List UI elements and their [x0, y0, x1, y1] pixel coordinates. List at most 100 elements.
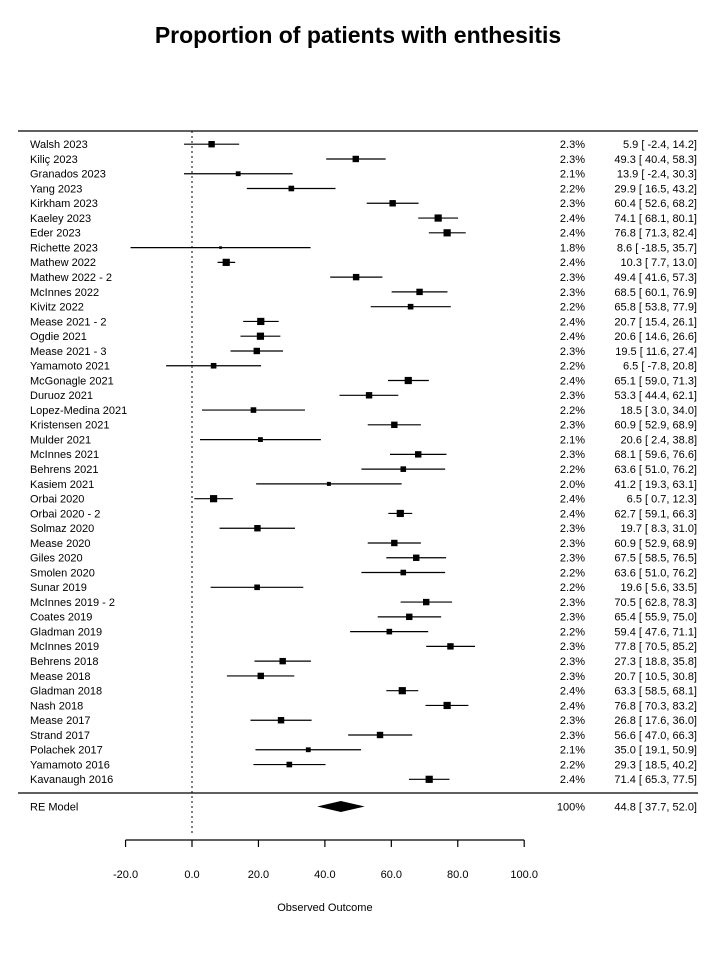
study-estimate-ci: 60.4 [ 52.6, 68.2]	[614, 198, 697, 210]
point-estimate-square	[416, 288, 423, 296]
study-estimate-ci: 65.8 [ 53.8, 77.9]	[614, 302, 697, 314]
point-estimate-square	[352, 273, 360, 281]
study-estimate-ci: 60.9 [ 52.9, 68.9]	[614, 420, 697, 432]
study-weight: 2.0%	[560, 479, 585, 491]
point-estimate-square	[396, 509, 404, 518]
study-estimate-ci: 53.3 [ 44.4, 62.1]	[614, 390, 697, 402]
study-weight: 2.3%	[560, 730, 585, 742]
point-estimate-square	[326, 481, 331, 486]
study-weight: 2.4%	[560, 257, 585, 269]
study-estimate-ci: 27.3 [ 18.8, 35.8]	[614, 656, 697, 668]
study-label: Kiliç 2023	[30, 154, 78, 166]
study-label: Richette 2023	[30, 242, 98, 254]
study-label: Ogdie 2021	[30, 331, 87, 343]
study-row: Smolen 2020 2.2% 63.6 [ 51.0, 76.2]	[30, 567, 697, 579]
study-row: Kiliç 2023 2.3% 49.3 [ 40.4, 58.3]	[30, 154, 697, 166]
study-estimate-ci: 70.5 [ 62.8, 78.3]	[614, 597, 697, 609]
point-estimate-square	[286, 761, 293, 768]
study-weight: 2.1%	[560, 745, 585, 757]
x-axis-tick-label: 60.0	[381, 869, 402, 881]
study-label: Mulder 2021	[30, 434, 91, 446]
point-estimate-square	[407, 303, 414, 310]
summary-weight: 100%	[557, 801, 585, 813]
point-estimate-square	[210, 362, 217, 369]
study-label: McInnes 2019 - 2	[30, 597, 115, 609]
study-label: Orbai 2020 - 2	[30, 508, 100, 520]
point-estimate-square	[253, 347, 260, 355]
study-estimate-ci: 49.4 [ 41.6, 57.3]	[614, 272, 697, 284]
study-row: Richette 2023 1.8% 8.6 [ -18.5, 35.7]	[30, 242, 697, 254]
study-row: Giles 2020 2.3% 67.5 [ 58.5, 76.5]	[30, 553, 697, 565]
study-weight: 2.3%	[560, 641, 585, 653]
study-weight: 2.2%	[560, 626, 585, 638]
study-weight: 1.8%	[560, 242, 585, 254]
study-row: Nash 2018 2.4% 76.8 [ 70.3, 83.2]	[30, 700, 697, 712]
study-weight: 2.4%	[560, 213, 585, 225]
study-estimate-ci: 65.1 [ 59.0, 71.3]	[614, 375, 697, 387]
study-row: Lopez-Medina 2021 2.2% 18.5 [ 3.0, 34.0]	[30, 405, 697, 417]
study-estimate-ci: 18.5 [ 3.0, 34.0]	[621, 405, 697, 417]
study-row: Solmaz 2020 2.3% 19.7 [ 8.3, 31.0]	[30, 523, 697, 535]
study-estimate-ci: 20.7 [ 15.4, 26.1]	[614, 316, 697, 328]
study-estimate-ci: 5.9 [ -2.4, 14.2]	[623, 139, 697, 151]
study-label: Sunar 2019	[30, 582, 87, 594]
point-estimate-square	[386, 628, 393, 635]
study-weight: 2.2%	[560, 464, 585, 476]
study-label: Strand 2017	[30, 730, 90, 742]
study-label: Mease 2017	[30, 715, 91, 727]
point-estimate-square	[425, 775, 433, 783]
study-estimate-ci: 49.3 [ 40.4, 58.3]	[614, 154, 697, 166]
study-label: McGonagle 2021	[30, 375, 114, 387]
study-label: Kasiem 2021	[30, 479, 94, 491]
study-weight: 2.3%	[560, 139, 585, 151]
study-weight: 2.4%	[560, 494, 585, 506]
study-row: Duruoz 2021 2.3% 53.3 [ 44.4, 62.1]	[30, 390, 697, 402]
point-estimate-square	[288, 185, 295, 192]
study-label: Kaeley 2023	[30, 213, 91, 225]
study-row: Coates 2019 2.3% 65.4 [ 55.9, 75.0]	[30, 612, 697, 624]
point-estimate-square	[443, 701, 451, 710]
point-estimate-square	[254, 525, 261, 532]
study-row: Orbai 2020 2.4% 6.5 [ 0.7, 12.3]	[30, 494, 697, 506]
study-label: Mease 2021 - 2	[30, 316, 106, 328]
x-axis-tick-label: 100.0	[510, 869, 538, 881]
summary-row: RE Model 100% 44.8 [ 37.7, 52.0]	[30, 801, 697, 813]
study-weight: 2.3%	[560, 198, 585, 210]
study-row: Yamamoto 2021 2.2% 6.5 [ -7.8, 20.8]	[30, 361, 697, 373]
study-label: Duruoz 2021	[30, 390, 93, 402]
study-estimate-ci: 63.3 [ 58.5, 68.1]	[614, 686, 697, 698]
point-estimate-square	[219, 246, 222, 249]
x-axis-tick-label: -20.0	[113, 869, 138, 881]
x-axis-title: Observed Outcome	[277, 902, 372, 914]
study-label: Kivitz 2022	[30, 302, 84, 314]
study-row: Kirkham 2023 2.3% 60.4 [ 52.6, 68.2]	[30, 198, 697, 210]
point-estimate-square	[413, 554, 420, 561]
study-estimate-ci: 63.6 [ 51.0, 76.2]	[614, 567, 697, 579]
study-weight: 2.4%	[560, 331, 585, 343]
study-weight: 2.3%	[560, 656, 585, 668]
study-row: Behrens 2021 2.2% 63.6 [ 51.0, 76.2]	[30, 464, 697, 476]
study-label: Gladman 2019	[30, 626, 102, 638]
point-estimate-square	[400, 466, 407, 472]
study-row: McGonagle 2021 2.4% 65.1 [ 59.0, 71.3]	[30, 375, 697, 387]
study-estimate-ci: 41.2 [ 19.3, 63.1]	[614, 479, 697, 491]
study-row: Yang 2023 2.2% 29.9 [ 16.5, 43.2]	[30, 183, 697, 195]
study-weight: 2.3%	[560, 272, 585, 284]
study-weight: 2.2%	[560, 759, 585, 771]
x-axis-tick-label: 80.0	[447, 869, 468, 881]
study-estimate-ci: 10.3 [ 7.7, 13.0]	[621, 257, 697, 269]
study-label: Walsh 2023	[30, 139, 88, 151]
study-weight: 2.3%	[560, 390, 585, 402]
study-label: Polachek 2017	[30, 745, 103, 757]
point-estimate-square	[208, 141, 215, 148]
summary-label: RE Model	[30, 801, 78, 813]
chart-title: Proportion of patients with enthesitis	[154, 22, 562, 48]
study-row: Yamamoto 2016 2.2% 29.3 [ 18.5, 40.2]	[30, 759, 697, 771]
study-row: McInnes 2019 2.3% 77.8 [ 70.5, 85.2]	[30, 641, 697, 653]
study-weight: 2.2%	[560, 582, 585, 594]
study-estimate-ci: 60.9 [ 52.9, 68.9]	[614, 538, 697, 550]
study-weight: 2.4%	[560, 228, 585, 240]
study-label: McInnes 2019	[30, 641, 99, 653]
point-estimate-square	[277, 717, 285, 724]
